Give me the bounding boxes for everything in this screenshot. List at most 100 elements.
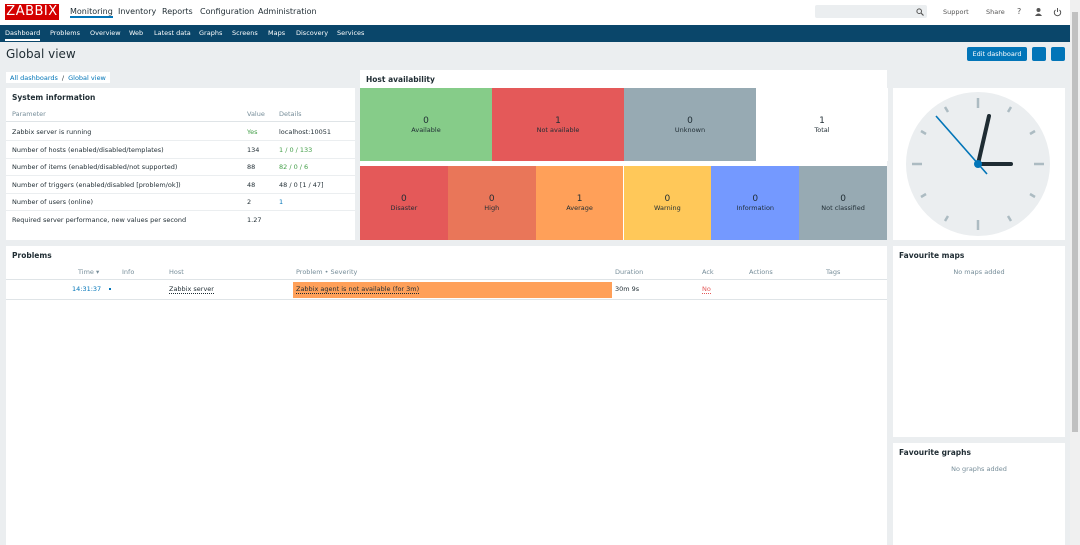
system-info-cell: Number of items (enabled/disabled/not su…	[12, 163, 178, 171]
system-info-cell: 1.27	[247, 215, 262, 224]
clock	[893, 88, 1065, 240]
host-availability-widget: Host availability 0 Available 1 Not availabl…	[360, 70, 888, 240]
column-header: Ack	[702, 268, 714, 276]
favourite-maps-widget: Favourite maps No maps added	[893, 246, 1065, 437]
severity-count: 0	[488, 194, 495, 204]
nav-item[interactable]: Graphs	[199, 29, 223, 37]
severity-label: Warning	[654, 204, 681, 212]
host-label: Available	[411, 125, 441, 134]
column-header: Value	[247, 110, 265, 118]
info-dot	[109, 288, 111, 290]
menu-item[interactable]: Configuration	[200, 7, 255, 16]
column-header: Host	[169, 268, 184, 276]
severity-tile: 0 Warning	[623, 166, 712, 240]
logo[interactable]: ZABBIX	[5, 4, 59, 20]
share-link[interactable]: Share	[986, 8, 1005, 16]
user-icon[interactable]	[1034, 7, 1043, 17]
nav-item[interactable]: Services	[337, 29, 365, 37]
breadcrumb-current[interactable]: Global view	[68, 73, 106, 82]
search-box[interactable]	[815, 5, 927, 18]
row-divider	[6, 140, 355, 141]
system-info-cell: Number of users (online)	[12, 198, 94, 206]
search-icon[interactable]	[916, 8, 924, 16]
menu-item[interactable]: Reports	[162, 7, 193, 16]
nav-item[interactable]: Screens	[232, 29, 258, 37]
list-button[interactable]	[1032, 47, 1046, 61]
row-divider	[6, 175, 355, 176]
problem-duration: 30m 9s	[615, 285, 640, 293]
host-label: Not available	[536, 125, 580, 134]
column-header: Parameter	[12, 110, 46, 118]
divider	[6, 121, 355, 122]
favourite-graphs-widget: Favourite graphs No graphs added	[893, 443, 1065, 545]
widget-title: System information	[12, 93, 96, 102]
nav-item[interactable]: Discovery	[296, 29, 329, 37]
host-count: 0	[687, 115, 693, 126]
severity-label: Not classified	[821, 204, 865, 212]
problem-host[interactable]: Zabbix server	[169, 285, 214, 294]
column-header[interactable]: Time ▾	[78, 268, 100, 276]
nav-item[interactable]: Dashboard	[5, 29, 41, 41]
system-info-cell: 2	[247, 198, 252, 206]
scrollbar[interactable]	[1070, 0, 1080, 545]
severity-tile: 0 Disaster	[360, 166, 448, 240]
problem-name[interactable]: Zabbix agent is not available (for 3m)	[296, 285, 420, 294]
scrollbar-thumb[interactable]	[1072, 12, 1078, 432]
menu-item[interactable]: Inventory	[118, 7, 157, 16]
nav-item[interactable]: Latest data	[154, 29, 191, 37]
sign-out-icon[interactable]	[1053, 7, 1062, 17]
host-count: 1	[555, 115, 561, 126]
system-info-cell: 82 / 0 / 6	[279, 163, 309, 171]
page-title: Global view	[6, 47, 76, 61]
edit-dashboard-button[interactable]: Edit dashboard	[967, 47, 1027, 61]
empty-message: No graphs added	[951, 465, 1007, 473]
column-header: Tags	[826, 268, 841, 276]
host-tile: 0 Unknown	[624, 88, 756, 161]
severity-tile: 0 Information	[711, 166, 800, 240]
divider	[6, 279, 887, 280]
breadcrumb-link[interactable]: All dashboards	[10, 73, 58, 82]
system-info-cell: localhost:10051	[279, 128, 332, 136]
problem-time[interactable]: 14:31:37	[72, 285, 102, 293]
menu-item[interactable]: Administration	[258, 7, 317, 16]
row-divider	[6, 192, 355, 194]
severity-label: High	[484, 204, 500, 212]
nav-item[interactable]: Maps	[268, 29, 286, 37]
support-link[interactable]: Support	[943, 8, 969, 16]
host-label: Total	[814, 125, 830, 134]
widget-menu[interactable]	[860, 74, 878, 80]
severity-count: 0	[664, 194, 671, 204]
system-info-cell: Number of hosts (enabled/disabled/templa…	[12, 145, 164, 154]
severity-tile: 0 Not classified	[799, 166, 887, 240]
nav-item[interactable]: Web	[129, 29, 144, 37]
help-link[interactable]: ?	[1017, 7, 1022, 16]
problem-ack[interactable]: No	[702, 285, 711, 294]
system-info-cell: Required server performance, new values …	[12, 215, 187, 224]
severity-label: Information	[736, 204, 775, 212]
system-info-cell: 1 / 0 / 133	[279, 145, 313, 154]
row-divider	[6, 299, 887, 300]
problems-widget: Problems Time ▾ Info Host Problem • Severity…	[6, 246, 887, 545]
system-info-cell: 88	[247, 163, 256, 171]
column-header: Duration	[615, 268, 644, 276]
severity-count: 0	[401, 194, 407, 204]
host-label: Unknown	[674, 125, 706, 134]
host-count: 0	[423, 115, 429, 126]
breadcrumb-separator: /	[61, 73, 65, 82]
empty-message: No maps added	[953, 268, 1005, 276]
row-divider	[6, 210, 355, 211]
widget-title: Problems	[12, 251, 52, 260]
menu-item[interactable]: Monitoring	[70, 7, 113, 18]
column-header: Info	[122, 268, 135, 276]
system-information-widget: System information Parameter Value Details Z…	[6, 88, 355, 240]
widget-title: Favourite graphs	[899, 448, 971, 457]
host-tile: 1 Not available	[492, 88, 624, 161]
nav-item[interactable]: Overview	[90, 29, 121, 37]
severity-tile: 1 Average	[535, 166, 624, 240]
system-info-cell: 134	[247, 145, 260, 154]
nav-item[interactable]: Problems	[50, 29, 80, 37]
severity-count: 0	[752, 194, 759, 204]
system-info-cell: 48 / 0 [1 / 47]	[279, 180, 324, 189]
fullscreen-button[interactable]	[1051, 47, 1065, 61]
severity-label: Average	[566, 204, 593, 212]
